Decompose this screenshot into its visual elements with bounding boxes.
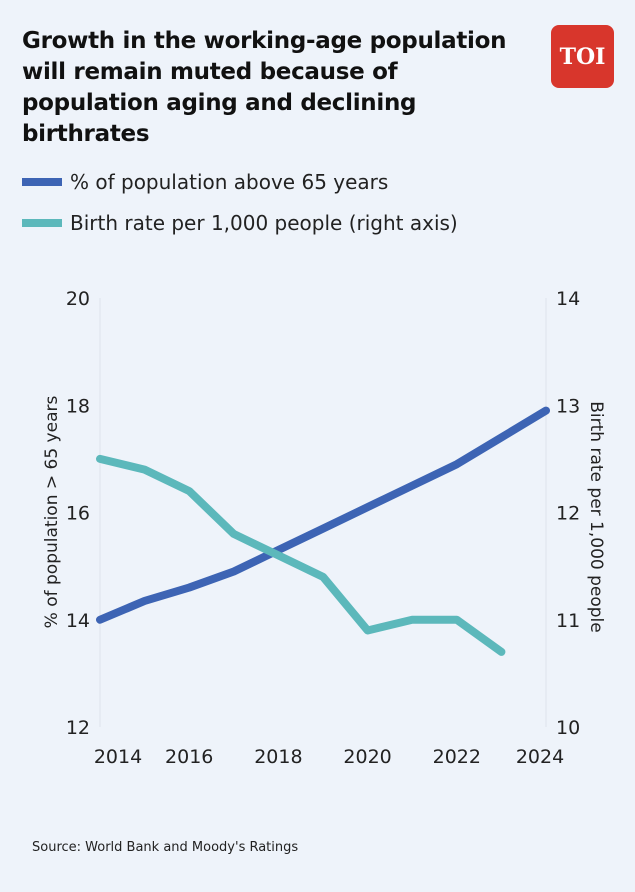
x-tick-label: 2022 <box>433 746 481 768</box>
y2-tick-label: 10 <box>556 717 580 739</box>
series-line-2 <box>96 454 506 656</box>
y2-tick-label: 12 <box>556 503 580 525</box>
x-tick-label: 2020 <box>343 746 391 768</box>
y2-tick-label: 13 <box>556 395 580 417</box>
legend-swatch <box>22 219 62 227</box>
y-tick-label: 14 <box>66 610 90 632</box>
y2-axis-title: Birth rate per 1,000 people <box>586 401 606 633</box>
y-axis-title: % of population > 65 years <box>42 396 62 629</box>
x-tick-label: 2016 <box>165 746 213 768</box>
chart-title: Growth in the working-age population wil… <box>22 28 507 147</box>
legend-item-series2: Birth rate per 1,000 people (right axis) <box>22 211 458 235</box>
x-tick-label: 2018 <box>254 746 302 768</box>
legend-swatch <box>22 178 62 186</box>
x-tick-label: 2024 <box>516 746 564 768</box>
y-tick-label: 16 <box>66 503 90 525</box>
legend-item-series1: % of population above 65 years <box>22 170 388 194</box>
toi-logo: TOI <box>551 25 614 88</box>
y2-tick-label: 14 <box>556 288 580 310</box>
y-tick-label: 18 <box>66 395 90 417</box>
y-tick-label: 12 <box>66 717 90 739</box>
x-tick-label: 2014 <box>94 746 142 768</box>
legend-label: % of population above 65 years <box>70 170 389 194</box>
legend-label: Birth rate per 1,000 people (right axis) <box>70 211 458 235</box>
source-note: Source: World Bank and Moody's Ratings <box>32 840 299 855</box>
y-tick-label: 20 <box>66 288 90 310</box>
series-line-1 <box>96 406 550 624</box>
y2-tick-label: 11 <box>556 610 580 632</box>
